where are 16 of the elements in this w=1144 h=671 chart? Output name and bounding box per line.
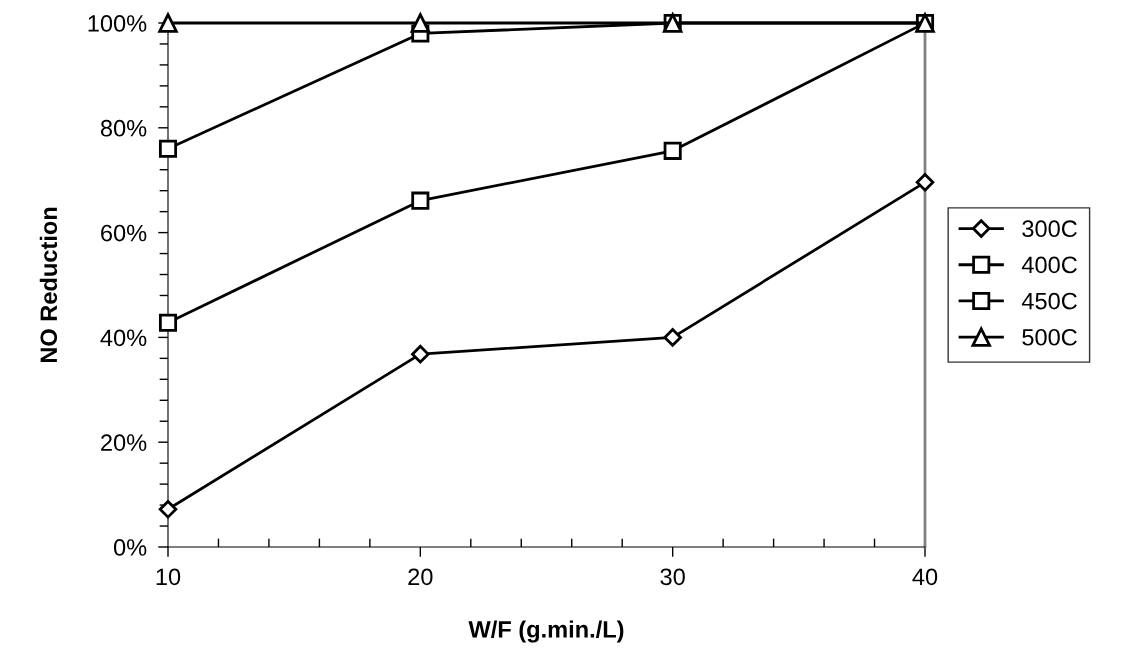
- y-tick-label: 20%: [101, 434, 147, 451]
- legend-label: 400C: [1021, 256, 1077, 274]
- y-tick-label: 0%: [113, 539, 147, 556]
- x-tick-label: 40: [912, 568, 938, 586]
- legend-label: 300C: [1022, 220, 1077, 238]
- legend-label: 500C: [1022, 328, 1077, 346]
- y-tick-label: 40%: [100, 329, 147, 347]
- y-tick-label: 60%: [101, 224, 147, 242]
- y-tick-label: 80%: [100, 119, 147, 137]
- x-tick-label: 30: [660, 568, 685, 586]
- legend-label: 450C: [1021, 292, 1077, 310]
- y-tick-label: 100%: [88, 15, 147, 32]
- y-axis-title: NO Reduction: [39, 207, 58, 363]
- x-tick-label: 10: [156, 568, 181, 586]
- x-axis-title: W/F (g.min./L): [468, 620, 624, 643]
- x-tick-label: 20: [408, 568, 433, 586]
